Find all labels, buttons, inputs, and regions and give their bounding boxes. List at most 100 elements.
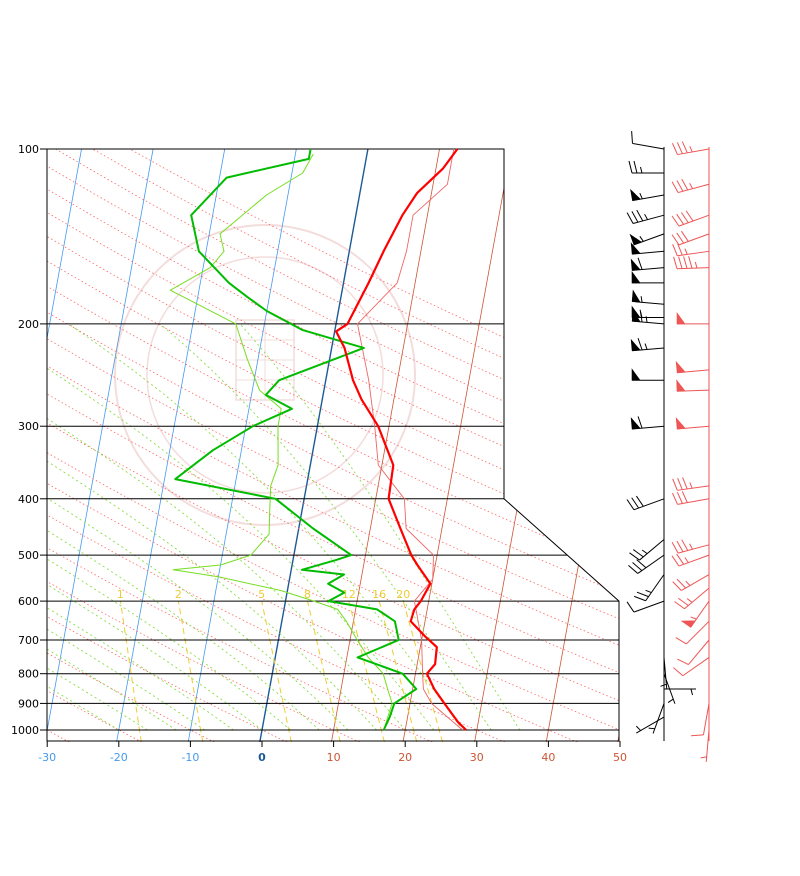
dry-adiabat-line [47,149,619,742]
mixing-ratio-label: 12 [342,588,356,601]
wind-barb [631,289,665,305]
wind-barb [630,257,665,271]
wind-barb [660,657,668,690]
wind-barb [680,600,710,628]
temperature-tick-label: 30 [470,751,484,764]
mixing-ratio-label: 16 [372,588,386,601]
wind-barb [635,716,665,734]
mixing-ratio-line [307,600,341,742]
isotherm-line [474,149,584,742]
dry-adiabat-line [47,149,215,742]
temperature-tick-label: -20 [110,751,128,764]
wind-barb [631,309,665,325]
temperature-tick-label: 20 [398,751,412,764]
dry-adiabat-line [47,149,70,742]
wind-barb [628,554,665,574]
wind-barb [671,210,710,227]
wind-barb [628,160,664,174]
wind-barb [626,600,665,613]
temperature-profile-line [335,148,467,731]
wind-barb [672,574,710,591]
pressure-tick-label: 100 [18,143,39,156]
dry-adiabat-line [47,149,433,742]
dry-adiabat-line [47,149,619,742]
watermark-seal [114,224,416,526]
dry-adiabat-line [47,149,578,742]
pressure-tick-label: 200 [18,318,39,331]
wind-barb [629,539,665,561]
dry-adiabat-line [47,149,619,742]
temperature-tick-label: -10 [181,751,199,764]
isotherm-line [187,149,297,742]
wind-barb [671,230,710,246]
moist-adiabat-line [47,323,205,731]
mixing-ratio-label: 5 [258,588,265,601]
wind-barb [700,729,710,762]
wind-barb [629,233,665,246]
moist-adiabat-line [239,323,521,731]
temperature-tick-label: 0 [258,751,266,764]
mixing-ratio-label: 8 [304,588,311,601]
dry-adiabat-line [47,149,288,742]
model-wind-barbs [671,141,710,762]
moist-adiabat-line [47,323,377,731]
wind-barb [633,574,665,602]
wind-barb [631,131,665,150]
wind-barb [672,243,710,257]
pressure-axis: 100 200 300 400 500 600 700 800 900 1000 [11,143,619,737]
sounding-profiles [169,148,467,731]
wind-barb [676,379,710,392]
pressure-tick-label: 400 [18,493,39,506]
moist-adiabat-line [47,323,291,731]
wind-barb [630,338,665,352]
isotherm-line [259,149,369,742]
mixing-ratio-label: 2 [175,588,182,601]
wind-barb [675,417,710,430]
isotherm-line [0,149,10,742]
dry-adiabat-line [47,149,619,742]
dry-adiabat-line [47,149,619,742]
temperature-tick-label: 10 [327,751,341,764]
wind-barb [626,209,665,224]
wind-barb [671,539,710,554]
wind-barb [673,256,710,270]
mixing-ratio-line [348,600,385,742]
isotherm-line [402,149,512,742]
temperature-tick-label: 50 [613,751,627,764]
wind-barb [630,416,665,430]
temperature-tick-label: -30 [38,751,56,764]
mixing-ratio-lines: 1 2 5 8 12 16 20 [117,588,410,601]
moist-adiabat-line [47,323,435,731]
wind-barb [675,360,710,374]
moist-adiabat-line [47,323,263,731]
mixing-ratio-label: 20 [396,588,410,601]
wind-barb [671,553,710,567]
dry-adiabat-line [92,149,619,742]
wind-barb [631,270,664,284]
wind-barb [674,587,710,610]
mixing-ratio-line [177,601,204,742]
dry-adiabat-line [129,149,619,742]
wind-barb [673,657,710,677]
wind-barb [691,703,710,737]
wind-barb [626,495,665,511]
mixing-ratio-label: 1 [117,588,124,601]
isotherm-line [545,149,619,742]
mixing-ratio-line [119,601,142,742]
dry-adiabat-line [55,149,619,742]
pressure-tick-label: 300 [18,420,39,433]
wind-barb [671,141,710,156]
wind-barb [677,639,710,665]
wind-barb [671,491,710,505]
pressure-tick-label: 700 [18,634,39,647]
wind-barb [675,620,710,645]
isotherm-line [47,149,154,742]
wind-barb [676,311,709,325]
dry-adiabat-line [47,149,506,742]
wind-barb [630,188,665,202]
wind-barb [631,368,664,381]
observed-wind-barbs [626,131,696,741]
pressure-tick-label: 800 [18,668,39,681]
isotherm-line [47,149,82,742]
